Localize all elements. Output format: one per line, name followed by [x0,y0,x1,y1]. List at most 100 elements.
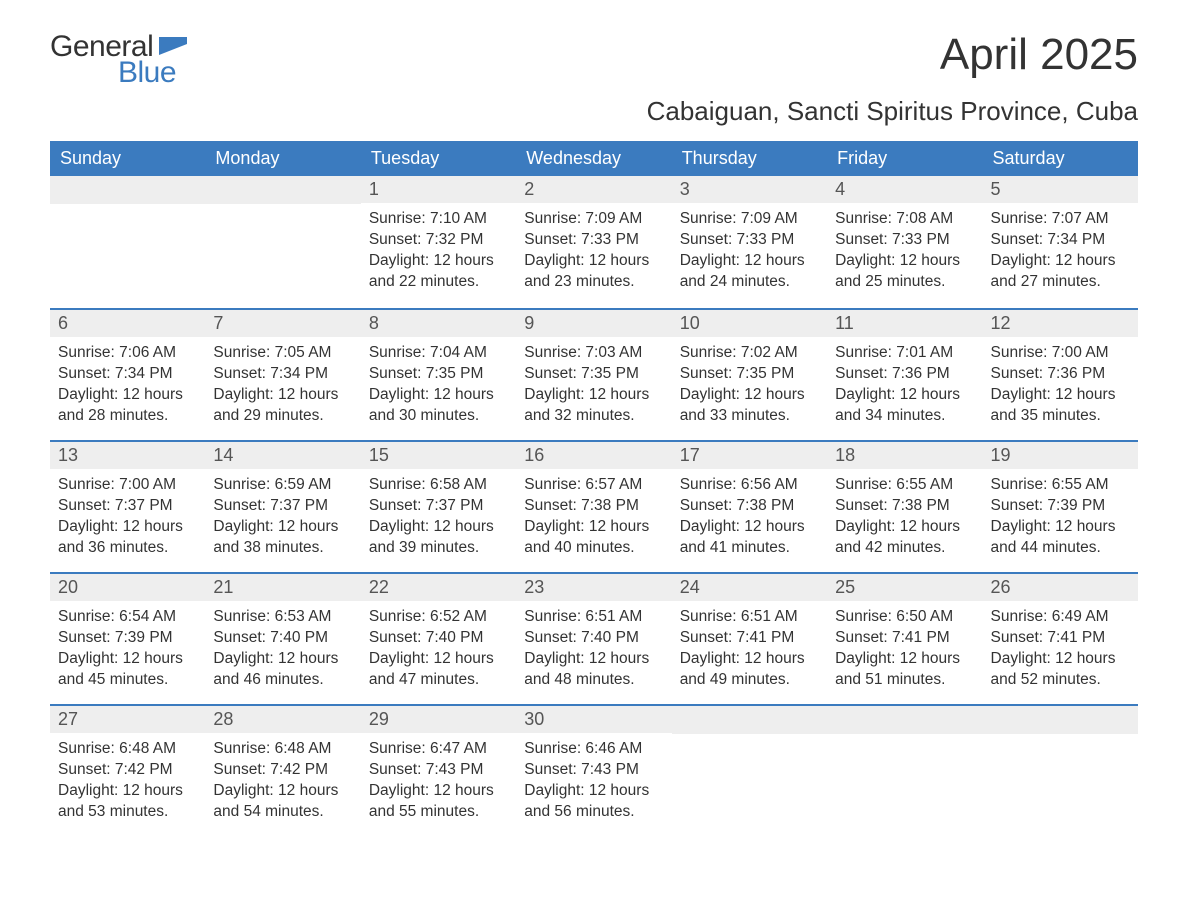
day-cell [827,706,982,836]
sunset-line: Sunset: 7:35 PM [524,364,663,385]
day-cell: 16Sunrise: 6:57 AMSunset: 7:38 PMDayligh… [516,442,671,572]
day-content: Sunrise: 6:51 AMSunset: 7:40 PMDaylight:… [516,601,671,697]
sunset-line: Sunset: 7:42 PM [58,760,197,781]
sunset-line: Sunset: 7:40 PM [524,628,663,649]
sunrise-line: Sunrise: 7:10 AM [369,209,508,230]
day-header: Tuesday [361,141,516,176]
sunrise-line: Sunrise: 6:53 AM [213,607,352,628]
day-cell: 19Sunrise: 6:55 AMSunset: 7:39 PMDayligh… [983,442,1138,572]
day-number: 14 [205,442,360,469]
sunset-line: Sunset: 7:37 PM [58,496,197,517]
daylight-line: Daylight: 12 hours and 25 minutes. [835,251,974,293]
day-number: 20 [50,574,205,601]
daylight-line: Daylight: 12 hours and 28 minutes. [58,385,197,427]
sunset-line: Sunset: 7:35 PM [680,364,819,385]
day-content: Sunrise: 6:52 AMSunset: 7:40 PMDaylight:… [361,601,516,697]
sunset-line: Sunset: 7:38 PM [524,496,663,517]
month-title: April 2025 [940,30,1138,80]
day-cell: 22Sunrise: 6:52 AMSunset: 7:40 PMDayligh… [361,574,516,704]
day-cell: 1Sunrise: 7:10 AMSunset: 7:32 PMDaylight… [361,176,516,308]
day-content: Sunrise: 6:47 AMSunset: 7:43 PMDaylight:… [361,733,516,829]
week-row: 1Sunrise: 7:10 AMSunset: 7:32 PMDaylight… [50,176,1138,308]
day-content: Sunrise: 7:10 AMSunset: 7:32 PMDaylight:… [361,203,516,299]
sunset-line: Sunset: 7:42 PM [213,760,352,781]
sunset-line: Sunset: 7:40 PM [369,628,508,649]
daylight-line: Daylight: 12 hours and 41 minutes. [680,517,819,559]
sunrise-line: Sunrise: 6:48 AM [58,739,197,760]
sunset-line: Sunset: 7:34 PM [213,364,352,385]
day-content: Sunrise: 6:50 AMSunset: 7:41 PMDaylight:… [827,601,982,697]
day-content: Sunrise: 6:55 AMSunset: 7:38 PMDaylight:… [827,469,982,565]
empty-day-number [672,706,827,734]
day-header: Wednesday [516,141,671,176]
sunrise-line: Sunrise: 6:52 AM [369,607,508,628]
daylight-line: Daylight: 12 hours and 46 minutes. [213,649,352,691]
sunrise-line: Sunrise: 6:46 AM [524,739,663,760]
day-content: Sunrise: 6:55 AMSunset: 7:39 PMDaylight:… [983,469,1138,565]
sunset-line: Sunset: 7:41 PM [680,628,819,649]
day-content: Sunrise: 6:59 AMSunset: 7:37 PMDaylight:… [205,469,360,565]
daylight-line: Daylight: 12 hours and 24 minutes. [680,251,819,293]
daylight-line: Daylight: 12 hours and 33 minutes. [680,385,819,427]
day-number: 24 [672,574,827,601]
day-number: 22 [361,574,516,601]
day-cell: 20Sunrise: 6:54 AMSunset: 7:39 PMDayligh… [50,574,205,704]
daylight-line: Daylight: 12 hours and 44 minutes. [991,517,1130,559]
daylight-line: Daylight: 12 hours and 27 minutes. [991,251,1130,293]
sunset-line: Sunset: 7:32 PM [369,230,508,251]
sunrise-line: Sunrise: 6:49 AM [991,607,1130,628]
day-header: Thursday [672,141,827,176]
day-cell: 3Sunrise: 7:09 AMSunset: 7:33 PMDaylight… [672,176,827,308]
day-content: Sunrise: 6:48 AMSunset: 7:42 PMDaylight:… [50,733,205,829]
day-number: 26 [983,574,1138,601]
sunrise-line: Sunrise: 7:03 AM [524,343,663,364]
daylight-line: Daylight: 12 hours and 34 minutes. [835,385,974,427]
day-cell: 6Sunrise: 7:06 AMSunset: 7:34 PMDaylight… [50,310,205,440]
sunrise-line: Sunrise: 6:55 AM [835,475,974,496]
day-number: 17 [672,442,827,469]
sunset-line: Sunset: 7:33 PM [680,230,819,251]
sunrise-line: Sunrise: 6:55 AM [991,475,1130,496]
daylight-line: Daylight: 12 hours and 40 minutes. [524,517,663,559]
day-cell: 14Sunrise: 6:59 AMSunset: 7:37 PMDayligh… [205,442,360,572]
daylight-line: Daylight: 12 hours and 22 minutes. [369,251,508,293]
day-number: 18 [827,442,982,469]
day-headers-row: SundayMondayTuesdayWednesdayThursdayFrid… [50,141,1138,176]
day-cell [983,706,1138,836]
day-number: 29 [361,706,516,733]
sunrise-line: Sunrise: 6:56 AM [680,475,819,496]
day-cell: 30Sunrise: 6:46 AMSunset: 7:43 PMDayligh… [516,706,671,836]
day-cell: 12Sunrise: 7:00 AMSunset: 7:36 PMDayligh… [983,310,1138,440]
sunset-line: Sunset: 7:37 PM [369,496,508,517]
empty-day-number [205,176,360,204]
weeks-container: 1Sunrise: 7:10 AMSunset: 7:32 PMDaylight… [50,176,1138,836]
day-cell: 9Sunrise: 7:03 AMSunset: 7:35 PMDaylight… [516,310,671,440]
day-number: 30 [516,706,671,733]
calendar: SundayMondayTuesdayWednesdayThursdayFrid… [50,141,1138,836]
sunrise-line: Sunrise: 7:07 AM [991,209,1130,230]
sunrise-line: Sunrise: 7:08 AM [835,209,974,230]
day-content: Sunrise: 7:09 AMSunset: 7:33 PMDaylight:… [516,203,671,299]
sunset-line: Sunset: 7:41 PM [991,628,1130,649]
day-cell: 10Sunrise: 7:02 AMSunset: 7:35 PMDayligh… [672,310,827,440]
day-cell: 24Sunrise: 6:51 AMSunset: 7:41 PMDayligh… [672,574,827,704]
daylight-line: Daylight: 12 hours and 56 minutes. [524,781,663,823]
day-content: Sunrise: 7:00 AMSunset: 7:36 PMDaylight:… [983,337,1138,433]
location-text: Cabaiguan, Sancti Spiritus Province, Cub… [50,96,1138,127]
day-cell: 29Sunrise: 6:47 AMSunset: 7:43 PMDayligh… [361,706,516,836]
day-number: 3 [672,176,827,203]
day-content: Sunrise: 6:46 AMSunset: 7:43 PMDaylight:… [516,733,671,829]
day-number: 9 [516,310,671,337]
sunrise-line: Sunrise: 6:54 AM [58,607,197,628]
sunset-line: Sunset: 7:41 PM [835,628,974,649]
sunset-line: Sunset: 7:43 PM [369,760,508,781]
daylight-line: Daylight: 12 hours and 29 minutes. [213,385,352,427]
day-content: Sunrise: 6:48 AMSunset: 7:42 PMDaylight:… [205,733,360,829]
day-header: Sunday [50,141,205,176]
week-row: 6Sunrise: 7:06 AMSunset: 7:34 PMDaylight… [50,308,1138,440]
daylight-line: Daylight: 12 hours and 48 minutes. [524,649,663,691]
day-cell: 13Sunrise: 7:00 AMSunset: 7:37 PMDayligh… [50,442,205,572]
sunrise-line: Sunrise: 6:48 AM [213,739,352,760]
week-row: 27Sunrise: 6:48 AMSunset: 7:42 PMDayligh… [50,704,1138,836]
day-cell: 5Sunrise: 7:07 AMSunset: 7:34 PMDaylight… [983,176,1138,308]
